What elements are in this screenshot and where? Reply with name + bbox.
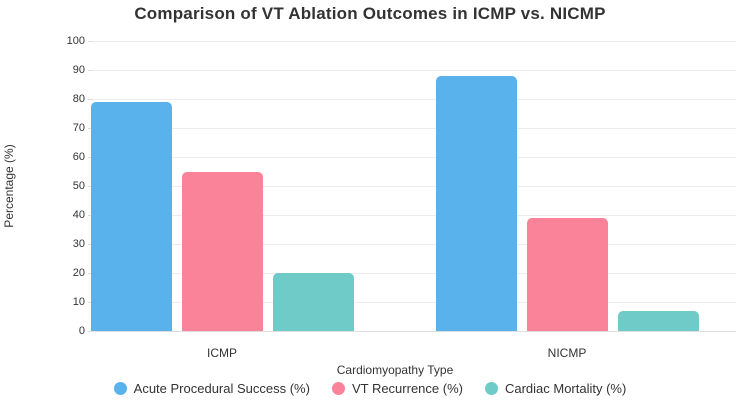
bar [181,171,263,331]
legend-marker-icon [113,382,127,395]
legend-marker-icon [331,382,345,395]
bar [272,273,354,331]
legend-label: Cardiac Mortality (%) [504,381,627,396]
y-tick-label: 100 [66,35,85,47]
y-tick-label: 80 [72,93,85,105]
legend: Acute Procedural Success (%) VT Recurrenc… [0,381,740,396]
y-tick-label: 60 [72,151,85,163]
legend-item[interactable]: VT Recurrence (%) [331,381,463,396]
gridline [95,128,736,129]
y-tick-label: 70 [72,122,85,134]
x-tick-label: NICMP [547,346,587,360]
y-tick-mark [88,41,94,42]
gridline [95,215,736,216]
legend-label: VT Recurrence (%) [351,381,463,396]
bar [617,310,699,331]
gridline [95,302,736,303]
y-tick-mark [88,331,94,332]
gridline [95,157,736,158]
bar [526,217,608,331]
x-axis-title: Cardiomyopathy Type [336,363,454,377]
y-tick-label: 20 [72,267,85,279]
gridline [95,186,736,187]
y-tick-label: 0 [78,325,85,337]
bar [90,101,172,331]
legend-item[interactable]: Cardiac Mortality (%) [484,381,627,396]
x-tick-label: ICMP [207,346,237,360]
gridline [95,99,736,100]
y-tick-mark [88,99,94,100]
gridline [95,273,736,274]
y-tick-label: 10 [72,296,85,308]
y-tick-mark [88,70,94,71]
plot-area [95,41,736,332]
legend-label: Acute Procedural Success (%) [133,381,310,396]
bar [435,75,517,331]
gridline [95,244,736,245]
chart-title: Comparison of VT Ablation Outcomes in IC… [134,4,606,23]
gridline [95,41,736,42]
y-tick-label: 40 [72,209,85,221]
y-tick-label: 90 [72,64,85,76]
y-tick-label: 50 [72,180,85,192]
legend-marker-icon [484,382,498,395]
y-tick-label: 30 [72,238,85,250]
gridline [95,70,736,71]
legend-item[interactable]: Acute Procedural Success (%) [113,381,310,396]
